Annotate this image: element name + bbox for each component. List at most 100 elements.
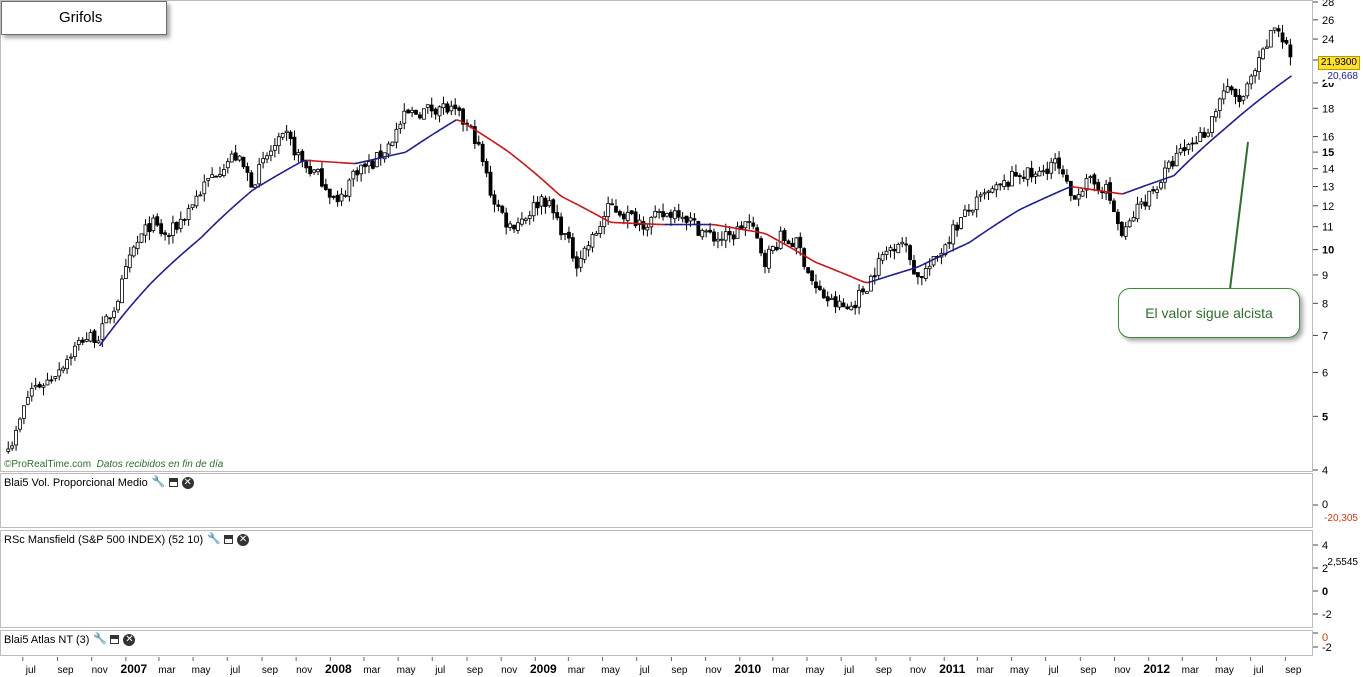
candle-body [516,222,520,231]
wrench-icon[interactable]: 🔧 [93,633,108,645]
close-icon[interactable]: ✕ [181,476,194,489]
moving-average-segment [879,276,884,280]
moving-average-segment [836,269,841,274]
candle-body [112,310,117,318]
moving-average-segment [212,221,218,227]
moving-average-segment [1004,215,1010,220]
volume-indicator-name: Blai5 Vol. Proporcional Medio [4,476,148,489]
moving-average-segment [609,220,614,224]
moving-average-segment [185,246,191,252]
candle-body [923,268,928,279]
moving-average-segment [444,123,449,128]
candle-body [661,211,665,218]
candle-body [633,211,638,227]
window-icon[interactable] [168,478,178,487]
candle-body [1276,28,1281,32]
moving-average-segment [114,319,120,326]
moving-average-segment [922,261,928,266]
window-icon[interactable] [110,635,120,644]
moving-average-segment [1240,111,1245,116]
candle-body [88,332,93,342]
x-tick-label: sep [467,665,484,676]
x-tick-label: 2010 [734,662,761,676]
moving-average-segment [232,203,238,208]
moving-average-segment [177,253,183,259]
candle-body [594,232,599,236]
moving-average-segment [197,236,203,242]
moving-average-segment [138,291,144,298]
moving-average-segment [569,200,575,204]
moving-average-segment [754,230,759,233]
candle-body [123,266,128,279]
moving-average-segment [106,329,112,336]
window-icon[interactable] [224,535,234,544]
moving-average-segment [804,255,810,260]
wrench-icon[interactable]: 🔧 [151,476,166,488]
moving-average-segment [130,300,136,307]
moving-average-segment [800,253,806,257]
callout-pointer [1229,141,1249,290]
candle-body [449,105,454,112]
moving-average-segment [404,149,410,153]
candle-body [680,216,685,220]
y-tick-label: 16 [1322,132,1334,144]
moving-average-segment [456,119,461,122]
close-icon[interactable]: ✕ [237,533,250,546]
candle-body [480,143,485,162]
candle-body [1049,161,1054,174]
moving-average-segment [589,210,594,214]
candle-body [120,278,124,304]
candle-body [668,211,673,218]
candle-body [986,190,991,193]
moving-average-segment [1130,188,1135,192]
moving-average-segment [1059,188,1065,192]
candle-body [790,242,795,248]
moving-average-segment [267,177,273,182]
moving-average-segment [1181,163,1187,169]
moving-average-segment [1177,167,1183,173]
candle-body [496,204,501,207]
moving-average-segment [287,166,293,171]
candle-body [339,193,344,202]
candle-body [625,211,630,222]
moving-average-segment [1099,189,1104,193]
candle-body [1025,167,1030,180]
moving-average-segment [934,256,939,260]
candle-body [457,107,462,111]
candle-body [880,254,885,261]
candle-body [441,103,446,109]
moving-average-segment [362,160,367,163]
moving-average-segment [228,206,234,212]
moving-average-segment [930,258,936,262]
candle-body [237,155,242,161]
candle-body [641,221,646,230]
candle-body [821,289,826,299]
candle-body [1284,40,1289,44]
moving-average-segment [275,173,281,177]
moving-average-segment [742,228,747,231]
moving-average-segment [181,250,187,255]
candle-body [37,383,42,388]
candle-body [547,200,552,207]
moving-average-segment [1189,155,1195,161]
candle-body [868,275,873,292]
moving-average-segment [248,189,253,195]
moving-average-segment [1154,180,1159,184]
candle-body [892,248,897,252]
candle-body [386,143,391,155]
close-icon[interactable]: ✕ [123,633,136,646]
x-tick-label: nov [296,665,312,676]
moving-average-segment [887,274,892,278]
rs-tick-label: 4 [1322,540,1328,552]
moving-average-segment [557,193,563,198]
x-tick-label: jul [1048,665,1059,676]
wrench-icon[interactable]: 🔧 [207,533,221,545]
candle-body [472,126,477,144]
moving-average-segment [149,279,156,285]
rs-last-value: 2,5545 [1327,557,1358,568]
moving-average-segment [1259,95,1265,100]
moving-average-segment [514,156,520,161]
candle-body [406,109,411,114]
candle-body [1166,161,1171,169]
moving-average-segment [1271,86,1277,91]
